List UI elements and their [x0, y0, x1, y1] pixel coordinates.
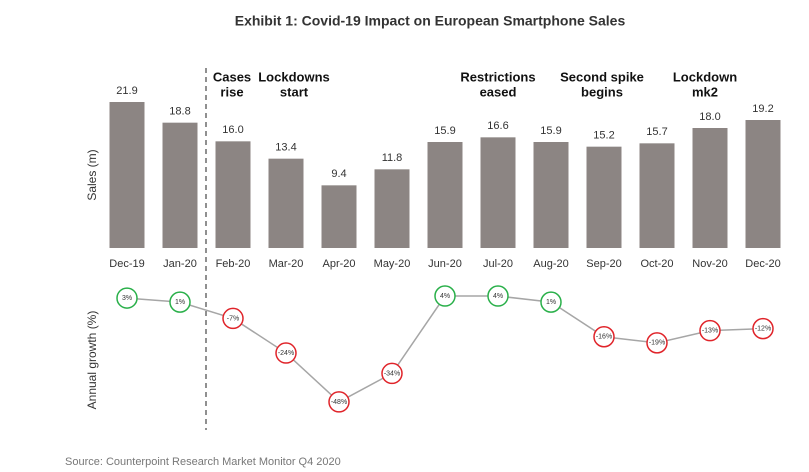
chart-title: Exhibit 1: Covid-19 Impact on European S…	[235, 13, 626, 29]
bar	[692, 128, 728, 248]
bar	[268, 158, 304, 248]
bar	[162, 122, 198, 248]
value-label: -34%	[384, 370, 400, 377]
point	[434, 285, 456, 307]
point	[540, 291, 562, 313]
bar	[586, 146, 622, 248]
annotation: Cases	[213, 69, 251, 84]
annotation: Lockdowns	[258, 69, 330, 84]
value-label: 1%	[546, 299, 556, 306]
bar	[745, 120, 781, 248]
y-axis-label: Annual growth (%)	[85, 311, 99, 410]
point	[699, 319, 721, 342]
y-axis-label: Sales (m)	[85, 149, 99, 200]
point	[275, 342, 297, 364]
x-tick-label: Oct-20	[640, 258, 673, 270]
x-tick-label: Dec-20	[745, 258, 780, 270]
point	[752, 317, 774, 340]
value-label: 15.7	[646, 126, 667, 138]
x-tick-label: May-20	[374, 258, 411, 270]
value-label: -24%	[278, 350, 294, 357]
x-tick-label: Dec-19	[109, 258, 144, 270]
x-tick-label: Nov-20	[692, 258, 727, 270]
annotation: start	[280, 84, 309, 99]
annotation: Restrictions	[460, 69, 535, 84]
bar	[533, 142, 569, 248]
x-tick-label: Jun-20	[428, 258, 462, 270]
x-tick-label: Jan-20	[163, 258, 197, 270]
bar	[639, 143, 675, 248]
line	[126, 295, 764, 403]
value-label: -12%	[755, 325, 771, 332]
value-label: 15.9	[434, 125, 455, 137]
bar	[374, 169, 410, 248]
value-label: 21.9	[116, 85, 137, 97]
point	[381, 362, 403, 385]
value-label: 16.0	[222, 124, 243, 136]
point	[646, 332, 668, 354]
point	[328, 391, 350, 413]
value-label: 13.4	[275, 142, 296, 154]
annotation: Lockdown	[673, 69, 737, 84]
x-tick-label: Aug-20	[533, 258, 568, 270]
annotation: Second spike	[560, 69, 644, 84]
value-label: 19.2	[752, 103, 773, 115]
point	[169, 291, 191, 313]
value-label: 1%	[175, 299, 185, 306]
value-label: 3%	[122, 295, 132, 302]
x-tick-label: Feb-20	[216, 258, 251, 270]
point	[593, 326, 615, 348]
source: Source: Counterpoint Research Market Mon…	[65, 456, 341, 468]
value-label: 15.2	[593, 130, 614, 142]
value-label: 18.8	[169, 106, 190, 118]
point	[487, 285, 509, 307]
value-label: -13%	[702, 327, 718, 334]
value-label: -16%	[596, 334, 612, 341]
point	[222, 307, 244, 330]
bar	[215, 141, 251, 248]
x-tick-label: Jul-20	[483, 258, 513, 270]
bar	[321, 185, 357, 248]
annotation: begins	[581, 84, 623, 99]
value-label: -19%	[649, 340, 665, 347]
bar	[480, 137, 516, 248]
value-label: 9.4	[331, 168, 346, 180]
bar	[109, 102, 145, 248]
point	[116, 287, 138, 309]
value-label: 18.0	[699, 111, 720, 123]
annotation: rise	[220, 84, 243, 99]
value-label: 16.6	[487, 120, 508, 132]
value-label: 4%	[493, 293, 503, 300]
value-label: -7%	[227, 315, 239, 322]
value-label: 4%	[440, 293, 450, 300]
annotation: eased	[480, 84, 517, 99]
x-tick-label: Apr-20	[322, 258, 355, 270]
x-tick-label: Mar-20	[269, 258, 304, 270]
value-label: -48%	[331, 399, 347, 406]
bar	[427, 142, 463, 248]
annotation: mk2	[692, 84, 718, 99]
x-tick-label: Sep-20	[586, 258, 621, 270]
value-label: 15.9	[540, 125, 561, 137]
value-label: 11.8	[382, 152, 403, 164]
